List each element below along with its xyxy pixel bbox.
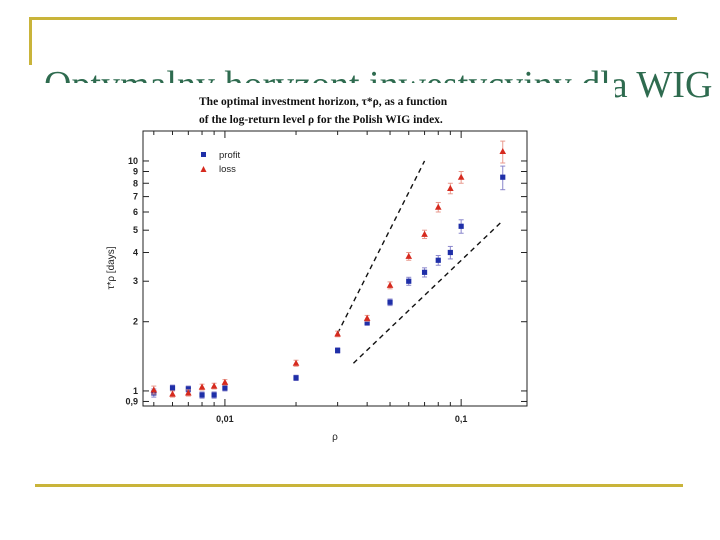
chart-subtitle: of the log-return level ρ for the Polish… bbox=[199, 114, 443, 126]
data-point-loss bbox=[434, 203, 442, 210]
chart-title: The optimal investment horizon, τ*ρ, as … bbox=[199, 96, 448, 108]
guide-line-dashed bbox=[352, 220, 504, 364]
data-point-profit bbox=[169, 385, 176, 391]
y-tick-label: 8 bbox=[133, 178, 138, 188]
data-point-profit bbox=[222, 385, 228, 391]
chart-svg: The optimal investment horizon, τ*ρ, as … bbox=[106, 96, 528, 443]
data-point-loss bbox=[169, 390, 176, 397]
y-tick-label: 1 bbox=[133, 386, 138, 396]
data-point-loss bbox=[185, 389, 192, 396]
data-point-loss bbox=[447, 184, 454, 191]
data-point-loss bbox=[334, 330, 341, 337]
data-point-profit bbox=[335, 347, 341, 354]
data-point-profit bbox=[199, 392, 205, 398]
x-axis-ticks: 0,01 0,1 bbox=[153, 131, 468, 424]
x-tick-label: 0,01 bbox=[216, 414, 234, 424]
data-series bbox=[150, 140, 507, 399]
y-tick-label: 9 bbox=[133, 166, 138, 176]
data-point-loss bbox=[150, 386, 158, 393]
legend-marker-loss bbox=[200, 166, 207, 172]
legend-marker-profit bbox=[201, 152, 206, 157]
data-point-profit bbox=[447, 249, 453, 256]
y-tick-label: 4 bbox=[133, 247, 138, 257]
data-point-profit bbox=[458, 223, 464, 229]
y-axis-ticks: 0,91 2 3 4 5 6 7 8 910 bbox=[125, 156, 527, 406]
legend: profit loss bbox=[200, 150, 240, 175]
data-point-profit bbox=[293, 375, 299, 381]
y-axis-label: τ*ρ [days] bbox=[106, 246, 117, 289]
data-point-profit bbox=[185, 386, 191, 392]
data-point-loss bbox=[405, 252, 413, 259]
frame-top-rule bbox=[29, 17, 677, 20]
x-axis-label: ρ bbox=[332, 432, 338, 443]
data-point-loss bbox=[386, 281, 394, 288]
x-tick-label: 0,1 bbox=[455, 414, 468, 424]
frame-left-rule bbox=[29, 17, 32, 65]
y-tick-label: 0,9 bbox=[125, 396, 138, 406]
y-tick-label: 3 bbox=[133, 276, 138, 286]
data-point-loss bbox=[292, 359, 300, 366]
legend-label-loss: loss bbox=[219, 164, 236, 175]
y-tick-label: 2 bbox=[133, 317, 138, 327]
plot-frame bbox=[142, 130, 528, 407]
data-point-profit bbox=[435, 257, 441, 263]
data-point-profit bbox=[364, 320, 370, 326]
y-tick-label: 7 bbox=[133, 192, 138, 202]
data-point-loss bbox=[457, 173, 465, 180]
chart-figure: The optimal investment horizon, τ*ρ, as … bbox=[38, 83, 615, 483]
y-tick-label: 5 bbox=[133, 225, 138, 235]
legend-label-profit: profit bbox=[219, 150, 240, 161]
data-point-profit bbox=[211, 392, 217, 398]
data-point-profit bbox=[421, 269, 428, 275]
data-point-loss bbox=[363, 314, 371, 321]
data-point-profit bbox=[387, 299, 393, 305]
data-point-loss bbox=[210, 382, 218, 389]
guide-line-dashed bbox=[337, 160, 426, 334]
data-point-profit bbox=[406, 278, 412, 284]
data-point-loss bbox=[221, 378, 229, 385]
y-tick-label: 6 bbox=[133, 207, 138, 217]
data-point-profit bbox=[500, 174, 506, 180]
data-point-loss bbox=[198, 383, 206, 390]
data-point-loss bbox=[499, 147, 507, 155]
frame-bottom-rule bbox=[35, 484, 683, 487]
guide-lines bbox=[337, 160, 504, 364]
y-tick-label: 10 bbox=[128, 156, 138, 166]
data-point-loss bbox=[421, 230, 428, 237]
